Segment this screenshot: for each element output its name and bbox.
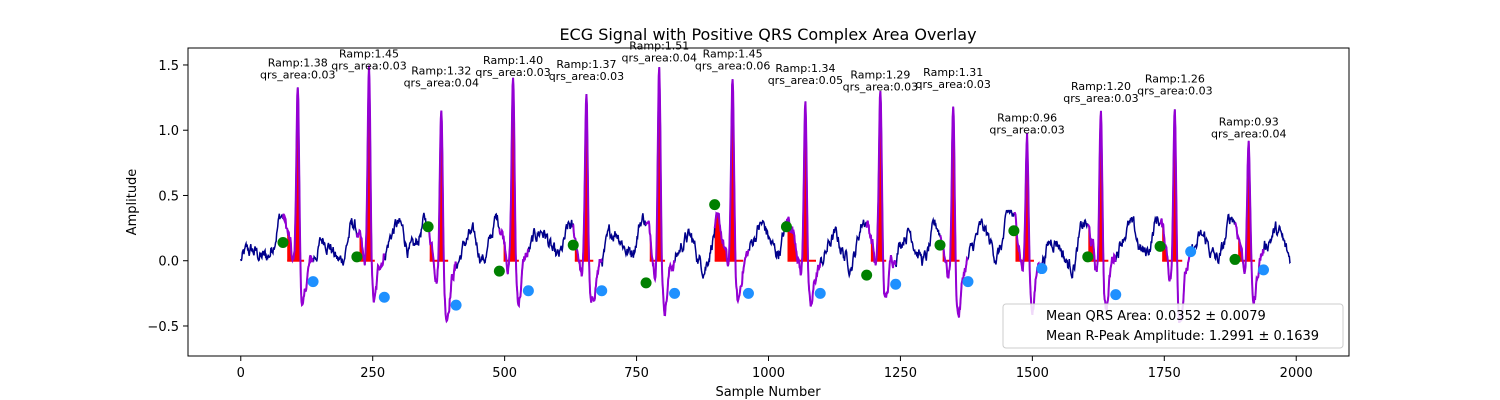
x-tick-label: 1500	[1016, 366, 1049, 381]
qrs-segment-line	[865, 91, 897, 298]
qrs-onset-marker	[1154, 240, 1166, 252]
qrs-offset-marker	[307, 276, 319, 288]
qrs-segment-line	[498, 77, 530, 309]
y-tick-label: 1.5	[158, 59, 179, 74]
x-tick-label: 750	[624, 366, 649, 381]
x-tick-label: 1250	[884, 366, 917, 381]
qrs-area-label: qrs_area:0.03	[1137, 84, 1212, 97]
qrs-area-label: qrs_area:0.03	[549, 70, 624, 83]
ramp-label: Ramp:1.45	[703, 47, 763, 60]
x-tick-label: 1750	[1148, 366, 1181, 381]
qrs-area-label: qrs_area:0.03	[843, 80, 918, 93]
x-tick-label: 250	[360, 366, 385, 381]
ramp-label: Ramp:1.37	[556, 58, 616, 71]
qrs-offset-marker	[596, 285, 608, 297]
qrs-onset-marker	[780, 221, 792, 233]
qrs-onset-marker	[934, 239, 946, 251]
y-tick-label: 0.5	[158, 189, 179, 204]
legend-entry-qrs-area: Mean QRS Area: 0.0352 ± 0.0079	[1046, 309, 1266, 324]
x-tick-label: 500	[492, 366, 517, 381]
ramp-label: Ramp:1.38	[268, 57, 328, 70]
ramp-label: Ramp:1.34	[775, 62, 835, 75]
qrs-onset-marker	[567, 239, 579, 251]
qrs-area-label: qrs_area:0.03	[260, 69, 335, 82]
qrs-onset-marker	[1008, 225, 1020, 237]
y-tick-label: 1.0	[158, 124, 179, 139]
qrs-area-label: qrs_area:0.06	[695, 59, 770, 72]
qrs-onset-marker	[351, 251, 363, 263]
x-tick-label: 2000	[1280, 366, 1313, 381]
ramp-label: Ramp:1.26	[1145, 72, 1205, 85]
qrs-offset-marker	[962, 276, 974, 288]
qrs-onset-marker	[422, 221, 434, 233]
qrs-area-label: qrs_area:0.03	[915, 78, 990, 91]
qrs-offset-marker	[522, 285, 534, 297]
qrs-area-label: qrs_area:0.03	[331, 59, 406, 72]
qrs-offset-marker	[742, 287, 754, 299]
qrs-area-label: qrs_area:0.04	[404, 76, 479, 89]
ramp-label: Ramp:1.20	[1071, 80, 1131, 93]
x-axis-title: Sample Number	[715, 385, 821, 400]
qrs-onset-marker	[861, 269, 873, 281]
x-tick-label: 0	[237, 366, 245, 381]
qrs-offset-marker	[814, 287, 826, 299]
qrs-segment-line	[572, 94, 603, 303]
y-tick-label: 0.0	[158, 255, 179, 270]
ramp-label: Ramp:0.96	[997, 111, 1057, 124]
qrs-segment-line	[785, 101, 822, 307]
qrs-offset-marker	[669, 287, 681, 299]
x-axis: 0 250 500 750 1000 1250 1500 1750 2000	[237, 356, 1313, 381]
y-axis-title: Amplitude	[125, 169, 140, 236]
qrs-segment-line	[1086, 110, 1117, 312]
y-axis: −0.5 0.0 0.5 1.0 1.5	[147, 59, 188, 335]
legend: Mean QRS Area: 0.0352 ± 0.0079 Mean R-Pe…	[1002, 303, 1344, 349]
qrs-offset-marker	[1036, 263, 1048, 275]
ramp-label: Ramp:1.31	[923, 66, 983, 79]
ramp-label: Ramp:0.93	[1219, 115, 1279, 128]
qrs-segment-line	[355, 65, 386, 303]
qrs-area-label: qrs_area:0.03	[1063, 92, 1138, 105]
qrs-onset-marker	[277, 236, 289, 248]
ramp-label: Ramp:1.32	[411, 64, 471, 77]
y-tick-label: −0.5	[147, 320, 179, 335]
qrs-area-label: qrs_area:0.05	[768, 74, 843, 87]
qrs-offset-marker	[1258, 264, 1270, 276]
qrs-onset-marker	[1229, 253, 1241, 265]
qrs-area-fill	[714, 79, 744, 261]
qrs-offset-marker	[450, 299, 462, 311]
qrs-offset-marker	[378, 291, 390, 303]
ramp-label: Ramp:1.51	[629, 40, 689, 53]
qrs-onset-marker	[709, 199, 721, 211]
qrs-onset-marker	[640, 277, 652, 289]
x-tick-label: 1000	[752, 366, 785, 381]
plot-area	[240, 65, 1291, 324]
qrs-area-label: qrs_area:0.03	[989, 123, 1064, 136]
qrs-area-label: qrs_area:0.04	[1211, 127, 1286, 140]
chart-title: ECG Signal with Positive QRS Complex Are…	[559, 25, 976, 44]
qrs-area-label: qrs_area:0.03	[475, 66, 550, 79]
qrs-area-label: qrs_area:0.04	[622, 52, 697, 65]
qrs-onset-marker	[493, 265, 505, 277]
qrs-offset-marker	[1110, 289, 1122, 301]
legend-box	[1002, 303, 1344, 349]
qrs-offset-marker	[1185, 246, 1197, 258]
qrs-onset-marker	[1082, 251, 1094, 263]
plot-clip-group	[240, 65, 1291, 324]
ramp-label: Ramp:1.45	[339, 47, 399, 60]
qrs-segment-line	[281, 87, 314, 308]
qrs-segment-line	[427, 110, 458, 324]
beat-annotations: Ramp:1.38qrs_area:0.03Ramp:1.45qrs_area:…	[260, 40, 1286, 141]
qrs-area-fill	[787, 101, 816, 261]
qrs-segment-line	[713, 79, 750, 305]
legend-entry-r-peak: Mean R-Peak Amplitude: 1.2991 ± 0.1639	[1046, 329, 1319, 344]
ramp-label: Ramp:1.29	[850, 68, 910, 81]
ramp-label: Ramp:1.40	[483, 54, 543, 67]
qrs-segment-line	[645, 67, 676, 317]
qrs-offset-marker	[890, 278, 902, 290]
